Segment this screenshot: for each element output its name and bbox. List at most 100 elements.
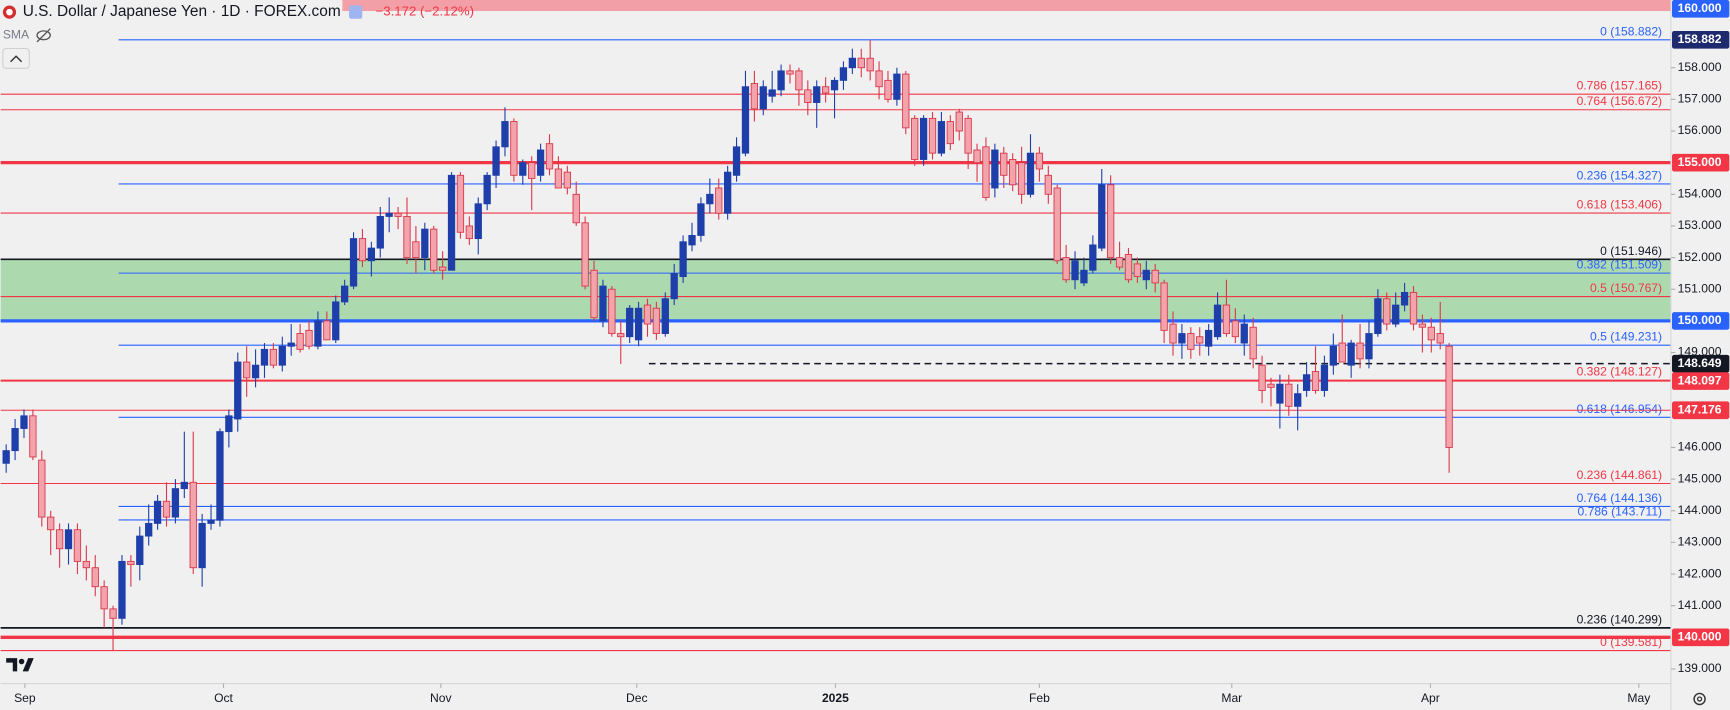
candle-body	[830, 79, 839, 91]
candle-body	[732, 146, 741, 176]
candle-body	[1124, 253, 1133, 281]
candle-body	[1044, 174, 1052, 195]
candle-body	[20, 415, 28, 429]
candle-body	[38, 459, 46, 518]
fib-level-label: 0.5 (150.767)	[1590, 281, 1662, 295]
status-icon[interactable]	[349, 5, 363, 19]
y-tick-label: 145.000	[1678, 471, 1722, 485]
candle-body	[447, 174, 456, 271]
candle-body	[243, 361, 251, 379]
price-badge-label: 160.000	[1678, 1, 1722, 15]
candle-body	[127, 560, 135, 565]
candle-body	[866, 57, 874, 72]
candle-body	[536, 149, 545, 176]
candle-body	[1017, 162, 1026, 195]
candle-body	[367, 247, 376, 262]
price-badge	[1672, 0, 1730, 18]
candle-body	[679, 241, 687, 278]
fib-level-label: 0.382 (151.509)	[1577, 258, 1663, 272]
settings-icon[interactable]	[1693, 692, 1706, 706]
fib-level-label: 0.236 (140.299)	[1577, 612, 1663, 626]
candle-body	[821, 86, 830, 94]
candle-body	[1107, 184, 1115, 259]
candle-body	[955, 111, 963, 132]
price-badge-label: 155.000	[1678, 155, 1722, 169]
x-tick-label: Nov	[430, 691, 452, 705]
candle-body	[207, 519, 215, 524]
candle-body	[1053, 187, 1061, 262]
candle-body	[581, 222, 589, 287]
candle-body	[1080, 269, 1088, 284]
candle-body	[1098, 184, 1106, 249]
candle-body	[1276, 383, 1284, 404]
candle-body	[804, 89, 812, 103]
candle-body	[991, 149, 999, 189]
candle-body	[1222, 304, 1231, 334]
fib-level-label: 0.236 (144.861)	[1577, 468, 1663, 482]
candle-body	[545, 143, 554, 170]
collapse-icon	[10, 55, 23, 63]
fib-level-label: 0.618 (153.406)	[1577, 198, 1663, 212]
candle-body	[278, 345, 286, 366]
fib-level-label: 0 (158.882)	[1600, 24, 1662, 38]
candle-body	[1329, 345, 1337, 366]
candle-body	[519, 162, 527, 176]
candle-body	[1302, 374, 1311, 391]
candle-body	[1347, 342, 1355, 366]
candle-body	[563, 171, 571, 189]
y-tick-label: 158.000	[1678, 60, 1722, 74]
candle-body	[501, 121, 509, 148]
candle-body	[153, 500, 162, 524]
y-tick-label: 139.000	[1678, 661, 1722, 675]
candle-body	[430, 228, 438, 271]
candle-body	[1151, 269, 1159, 284]
y-tick-label: 154.000	[1678, 187, 1722, 201]
candle-body	[786, 70, 794, 75]
candle-body	[590, 269, 598, 319]
candle-body	[1400, 291, 1409, 306]
x-tick-label: Oct	[214, 691, 233, 705]
candle-body	[706, 193, 714, 205]
candle-body	[839, 67, 848, 81]
candle-body	[1026, 152, 1035, 195]
candle-body	[296, 333, 304, 350]
fib-level-label: 0.764 (144.136)	[1577, 491, 1663, 505]
flag-icon	[6, 8, 13, 16]
x-tick-label: Sep	[14, 691, 36, 705]
candle-body	[1285, 383, 1293, 407]
candle-body	[973, 149, 981, 164]
fib-level-label: 0.786 (157.165)	[1577, 79, 1663, 93]
candle-body	[697, 203, 705, 236]
candle-body	[82, 560, 90, 569]
candle-body	[1169, 323, 1177, 344]
candle-body	[1231, 320, 1240, 338]
indicator-name[interactable]: SMA	[3, 27, 30, 41]
candle-body	[305, 329, 313, 347]
hide-icon[interactable]	[36, 28, 51, 43]
y-tick-label: 141.000	[1678, 598, 1722, 612]
candle-body	[73, 529, 82, 562]
candle-body	[884, 79, 892, 100]
candle-body	[483, 174, 491, 205]
candle-body	[902, 73, 910, 129]
candle-body	[55, 529, 64, 550]
candle-body	[136, 535, 144, 565]
y-tick-label: 143.000	[1678, 535, 1722, 549]
price-badge-label: 148.097	[1678, 373, 1722, 387]
candle-body	[1445, 345, 1453, 448]
top-band	[342, 0, 1671, 12]
y-tick-label: 144.000	[1678, 503, 1722, 517]
candle-body	[47, 516, 55, 531]
candle-body	[652, 307, 661, 334]
candle-body	[1311, 371, 1320, 391]
candle-body	[11, 428, 19, 452]
candle-body	[715, 187, 723, 214]
candle-body	[510, 121, 518, 176]
collapse-button[interactable]	[2, 47, 30, 69]
candle-body	[403, 216, 411, 259]
candle-body	[928, 117, 937, 154]
candle-body	[964, 117, 972, 154]
candle-body	[1115, 257, 1124, 268]
